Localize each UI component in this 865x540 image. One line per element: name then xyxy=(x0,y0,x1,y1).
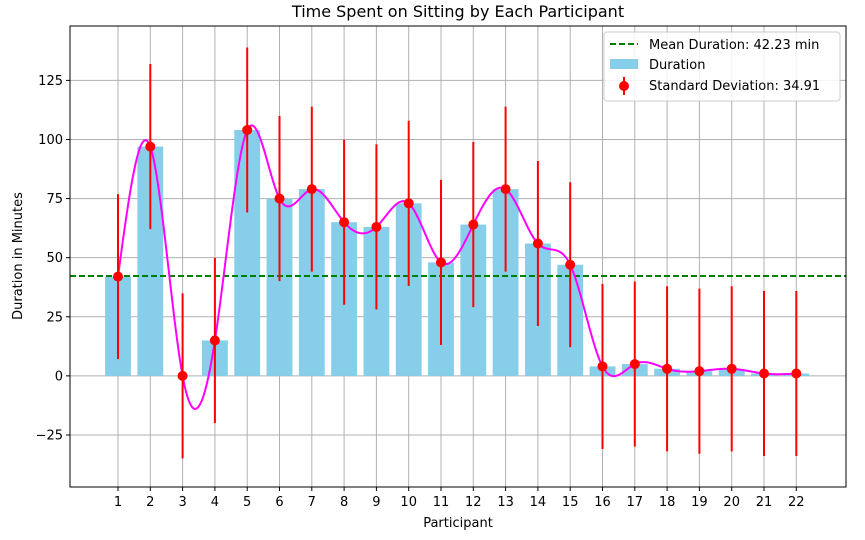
x-tick-label: 3 xyxy=(178,495,186,510)
y-tick-label: 125 xyxy=(38,74,63,89)
error-marker xyxy=(306,184,317,195)
y-tick-label: 50 xyxy=(46,251,63,266)
y-ticks: −25 0 25 50 75 100 125 xyxy=(36,74,70,443)
error-marker xyxy=(759,368,769,379)
error-marker xyxy=(726,363,737,374)
error-marker xyxy=(694,366,705,377)
plot-frame xyxy=(69,25,847,488)
x-tick-label: 7 xyxy=(308,495,316,510)
x-tick-label: 1 xyxy=(114,495,122,510)
legend-err-label: Standard Deviation: 34.91 xyxy=(649,79,820,94)
error-bars xyxy=(113,47,802,459)
x-ticks: 1 2 3 4 5 6 7 8 9 10 11 12 13 14 15 16 17 18 19 20 21 22 xyxy=(114,487,805,510)
x-tick-label: 2 xyxy=(146,495,154,510)
error-marker xyxy=(371,221,382,232)
error-marker xyxy=(145,141,156,152)
legend: Mean Duration: 42.23 min Duration Standa… xyxy=(603,31,841,102)
error-marker xyxy=(791,368,802,379)
x-tick-label: 16 xyxy=(594,495,611,510)
error-marker xyxy=(629,359,640,370)
x-tick-label: 15 xyxy=(562,495,579,510)
x-tick-label: 11 xyxy=(433,495,450,510)
error-marker xyxy=(339,217,350,228)
error-marker xyxy=(662,363,673,374)
x-tick-label: 18 xyxy=(659,495,676,510)
error-marker xyxy=(209,335,220,346)
error-marker xyxy=(532,238,543,249)
x-tick-label: 21 xyxy=(756,495,773,510)
x-tick-label: 4 xyxy=(211,495,219,510)
x-tick-label: 14 xyxy=(530,495,547,510)
error-marker xyxy=(597,361,608,372)
error-marker xyxy=(274,193,285,204)
x-tick-label: 9 xyxy=(372,495,380,510)
x-tick-label: 20 xyxy=(723,495,740,510)
error-marker xyxy=(436,257,446,268)
legend-bar-swatch xyxy=(610,59,638,69)
error-marker xyxy=(468,219,479,230)
error-marker xyxy=(403,198,414,209)
error-marker xyxy=(113,271,123,282)
error-marker xyxy=(242,125,253,136)
x-tick-label: 13 xyxy=(497,495,514,510)
legend-bar-label: Duration xyxy=(649,58,705,73)
legend-mean-label: Mean Duration: 42.23 min xyxy=(649,38,819,53)
legend-err-swatch-marker xyxy=(619,81,629,91)
chart-title: Time Spent on Sitting by Each Participan… xyxy=(291,2,624,21)
y-tick-label: 100 xyxy=(38,133,63,148)
x-axis-title: Participant xyxy=(423,516,493,531)
y-tick-label: −25 xyxy=(36,428,63,443)
error-marker xyxy=(500,184,511,195)
x-tick-label: 5 xyxy=(243,495,251,510)
x-tick-label: 17 xyxy=(627,495,644,510)
x-tick-label: 6 xyxy=(275,495,283,510)
error-marker xyxy=(177,370,188,381)
x-tick-label: 22 xyxy=(788,495,805,510)
y-axis-title: Duration in Minutes xyxy=(11,192,26,320)
smooth-curve-group xyxy=(117,124,797,410)
smooth-curve xyxy=(117,124,797,410)
y-tick-label: 0 xyxy=(55,369,63,384)
x-tick-label: 10 xyxy=(400,495,417,510)
legend-box xyxy=(603,31,841,102)
x-tick-label: 12 xyxy=(465,495,482,510)
y-tick-label: 75 xyxy=(46,192,63,207)
y-tick-label: 25 xyxy=(46,310,63,325)
x-tick-label: 19 xyxy=(691,495,708,510)
error-marker xyxy=(565,259,576,270)
x-tick-label: 8 xyxy=(340,495,348,510)
